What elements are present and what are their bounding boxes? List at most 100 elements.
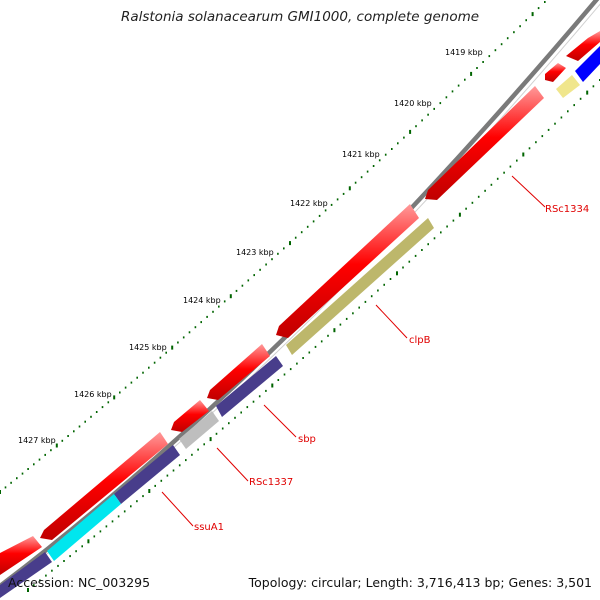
tick-dot: [78, 425, 81, 428]
RSc1334-feature: [556, 75, 580, 98]
tick-dot: [218, 305, 220, 308]
tick-label-1424: 1424 kbp: [183, 296, 221, 305]
gene-label-clpB: clpB: [409, 335, 431, 346]
tick-dot: [289, 241, 291, 246]
tick-dot: [235, 289, 238, 292]
cds-arrow: [171, 400, 209, 432]
tick-dot: [547, 128, 550, 131]
gene-leader-lines: [161, 175, 546, 527]
tick-dot: [384, 153, 387, 156]
leader-RSc1337: [216, 447, 249, 482]
gene-label-ssuA1: ssuA1: [194, 522, 224, 533]
tick-labels: 1419 kbp 1420 kbp 1421 kbp 1422 kbp 1423…: [18, 48, 483, 445]
tick-label-1422: 1422 kbp: [290, 199, 328, 208]
tick-dot: [57, 564, 59, 567]
tick-dot: [383, 283, 385, 286]
tick-dot: [142, 495, 144, 498]
tick-dot: [38, 458, 41, 461]
tick-dot: [396, 271, 398, 276]
tick-dot: [427, 243, 429, 246]
tick-dot: [16, 477, 18, 480]
leader-ssuA1: [161, 491, 194, 527]
tick-dot: [90, 415, 92, 418]
tick-dot: [130, 505, 132, 508]
tick-dot: [446, 225, 448, 228]
cds-arrow: [566, 31, 600, 61]
tick-dot: [494, 49, 497, 52]
tick-dot: [496, 177, 499, 180]
tick-dot: [366, 170, 369, 173]
tick-dot: [370, 295, 373, 298]
tick-dot: [39, 579, 41, 582]
leader-sbp: [263, 404, 297, 438]
sbp-feature: [216, 356, 283, 417]
tick-dot: [27, 588, 29, 592]
tick-dot: [182, 336, 185, 339]
leader-RSc1334: [511, 175, 546, 208]
tick-dot: [191, 453, 193, 456]
tick-dot: [522, 152, 525, 157]
tick-dot: [439, 102, 442, 105]
tick-dot: [525, 19, 527, 22]
tick-label-1420: 1420 kbp: [394, 99, 432, 108]
tick-dot: [294, 236, 297, 239]
tick-dot: [360, 176, 363, 179]
tick-dot: [427, 113, 429, 116]
tick-dot: [55, 443, 58, 448]
tick-dot: [409, 129, 412, 134]
forward-cds-track: [0, 31, 600, 575]
cds-arrow: [425, 86, 544, 200]
tick-dot: [87, 539, 90, 544]
tick-dot: [464, 78, 466, 81]
tick-dot: [221, 427, 224, 430]
tick-dot: [327, 334, 329, 337]
tick-dot: [531, 12, 534, 17]
tick-dot: [124, 386, 127, 389]
accession-text: Accession: NC_003295: [8, 575, 151, 590]
tick-dot: [470, 71, 473, 76]
tick-dot: [67, 435, 69, 437]
tick-dot: [283, 247, 285, 250]
tick-dot: [136, 376, 138, 379]
tick-dot: [306, 225, 309, 228]
tick-dot: [223, 300, 226, 303]
tick-dot: [130, 381, 133, 384]
tick-dot: [528, 147, 531, 150]
tick-dot: [247, 279, 250, 282]
tick-dot: [259, 268, 261, 271]
tick-dot: [63, 560, 65, 562]
tick-dot: [433, 107, 435, 110]
tick-dot: [84, 420, 86, 423]
tick-dot: [119, 391, 121, 394]
tick-dot: [265, 263, 267, 266]
tick-dot: [33, 463, 35, 466]
tick-dot: [0, 490, 1, 494]
tick-dot: [554, 122, 556, 125]
tick-dot: [283, 373, 286, 376]
tick-dot: [177, 341, 179, 344]
tick-dot: [27, 468, 29, 470]
tick-dot: [95, 411, 98, 413]
tick-dot: [452, 219, 455, 222]
tick-dot: [314, 345, 317, 348]
tick-dot: [21, 472, 24, 475]
ssuA1-feature-dark: [114, 445, 180, 504]
tick-dot: [342, 192, 345, 195]
tick-dot: [51, 569, 53, 572]
tick-dot: [165, 351, 167, 354]
tick-dot: [445, 96, 448, 99]
tick-dot: [402, 266, 404, 269]
tick-dot: [81, 545, 83, 548]
tick-dot: [253, 274, 255, 277]
tick-dot: [500, 43, 503, 46]
tick-dot: [33, 584, 35, 587]
tick-dot: [240, 411, 242, 414]
tick-dot: [408, 260, 411, 263]
tick-dot: [136, 500, 138, 503]
tick-dot: [234, 416, 236, 419]
tick-dot: [277, 379, 280, 381]
tick-dot: [117, 515, 120, 518]
tick-dot: [377, 289, 379, 292]
tick-dot: [471, 201, 474, 204]
tick-dot: [440, 231, 442, 234]
